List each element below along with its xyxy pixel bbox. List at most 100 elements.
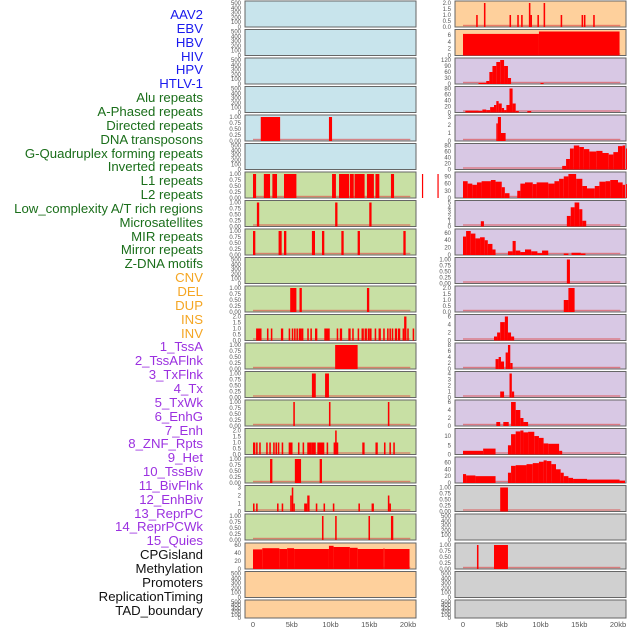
y-tick-label: 3 bbox=[448, 210, 452, 216]
y-tick-label: 1.00 bbox=[229, 343, 241, 349]
y-tick-label: 0.00 bbox=[439, 567, 451, 573]
bar bbox=[256, 202, 260, 227]
panel-background bbox=[244, 371, 417, 398]
track-label: 5_TxWk bbox=[154, 394, 203, 410]
track-panel: 0.00.51.01.52.0 bbox=[443, 0, 627, 31]
baseline bbox=[463, 24, 621, 27]
bar bbox=[470, 233, 476, 255]
panel-background bbox=[244, 171, 417, 199]
bar bbox=[540, 83, 544, 84]
bar bbox=[390, 174, 395, 198]
bar bbox=[526, 464, 533, 483]
bar bbox=[613, 152, 618, 170]
bar bbox=[517, 190, 521, 198]
y-tick-label: 0.50 bbox=[229, 384, 241, 390]
y-tick-label: 0.25 bbox=[229, 390, 241, 396]
bar bbox=[589, 151, 597, 170]
bar bbox=[272, 174, 278, 198]
y-tick-label: 1.0 bbox=[233, 327, 242, 333]
y-tick-label: 0.5 bbox=[443, 19, 452, 25]
bar bbox=[562, 165, 567, 170]
y-tick-label: 400 bbox=[231, 576, 242, 582]
x-tick-label: 5kb bbox=[286, 620, 298, 629]
bar bbox=[307, 495, 310, 512]
y-tick-label: 0 bbox=[448, 453, 452, 459]
track-label: 12_EnhBiv bbox=[139, 491, 203, 507]
track-label: ReplicationTiming bbox=[98, 588, 203, 604]
bar bbox=[476, 15, 478, 27]
bar bbox=[556, 469, 561, 483]
track-label: 10_TssBiv bbox=[142, 464, 203, 480]
y-tick-label: 100 bbox=[441, 591, 452, 597]
y-tick-label: 80 bbox=[444, 144, 451, 150]
y-tick-label: 400 bbox=[231, 603, 242, 609]
panel-background bbox=[244, 456, 417, 484]
y-tick-label: 100 bbox=[441, 533, 452, 539]
y-tick-label: 6 bbox=[448, 315, 452, 321]
y-tick-label: 2 bbox=[238, 494, 242, 500]
track-label: 8_ZNF_Rpts bbox=[128, 436, 203, 452]
panel-background bbox=[454, 571, 627, 598]
bar bbox=[510, 363, 513, 369]
y-tick-label: 0 bbox=[238, 596, 242, 602]
bar bbox=[520, 183, 525, 198]
bar bbox=[495, 359, 499, 369]
track-label: INV bbox=[181, 325, 203, 341]
bar bbox=[528, 3, 531, 27]
bar bbox=[582, 220, 587, 227]
y-tick-label: 4 bbox=[448, 40, 452, 46]
track-panel: 0.000.250.500.751.00 bbox=[229, 114, 417, 145]
bar bbox=[281, 442, 284, 455]
panel-background bbox=[454, 257, 627, 284]
bar bbox=[335, 516, 337, 540]
panel-background bbox=[454, 399, 627, 427]
bar bbox=[335, 345, 358, 369]
bar bbox=[563, 300, 569, 312]
y-tick-label: 200 bbox=[231, 158, 242, 164]
bar bbox=[478, 111, 483, 113]
bar bbox=[511, 402, 516, 426]
bar bbox=[542, 250, 549, 255]
bar bbox=[301, 328, 304, 341]
bar bbox=[532, 463, 539, 483]
y-tick-label: 500 bbox=[441, 572, 452, 578]
y-tick-label: 0.25 bbox=[229, 304, 241, 310]
y-tick-label: 0.0 bbox=[233, 339, 242, 345]
y-tick-label: 120 bbox=[441, 58, 452, 64]
bar bbox=[520, 252, 525, 255]
panel-background bbox=[244, 571, 417, 598]
track-label: L2 repeats bbox=[140, 187, 203, 203]
bar bbox=[280, 328, 284, 341]
bar bbox=[568, 477, 574, 483]
bar bbox=[467, 183, 473, 198]
bar bbox=[528, 431, 535, 455]
y-tick-label: 1.00 bbox=[229, 172, 241, 178]
bar bbox=[602, 153, 609, 170]
y-tick-label: 40 bbox=[444, 99, 451, 105]
bar bbox=[321, 516, 324, 540]
y-tick-label: 200 bbox=[231, 44, 242, 50]
bar bbox=[496, 62, 501, 84]
track-label: A-Phased repeats bbox=[97, 103, 203, 119]
panel-background bbox=[244, 599, 417, 619]
bar bbox=[573, 145, 580, 170]
bar bbox=[530, 15, 532, 27]
bar bbox=[384, 549, 410, 569]
bar bbox=[500, 322, 505, 341]
track-label: Promoters bbox=[142, 574, 203, 590]
bar bbox=[463, 474, 467, 483]
y-tick-label: 0.5 bbox=[443, 304, 452, 310]
bar bbox=[463, 450, 484, 455]
bar bbox=[504, 316, 508, 341]
bar bbox=[500, 391, 505, 398]
y-tick-label: 100 bbox=[231, 163, 242, 169]
bar bbox=[466, 231, 471, 255]
bar bbox=[486, 110, 491, 113]
bar bbox=[288, 442, 293, 455]
baseline bbox=[463, 167, 621, 169]
track-panel: 0 5 10 bbox=[444, 428, 627, 459]
